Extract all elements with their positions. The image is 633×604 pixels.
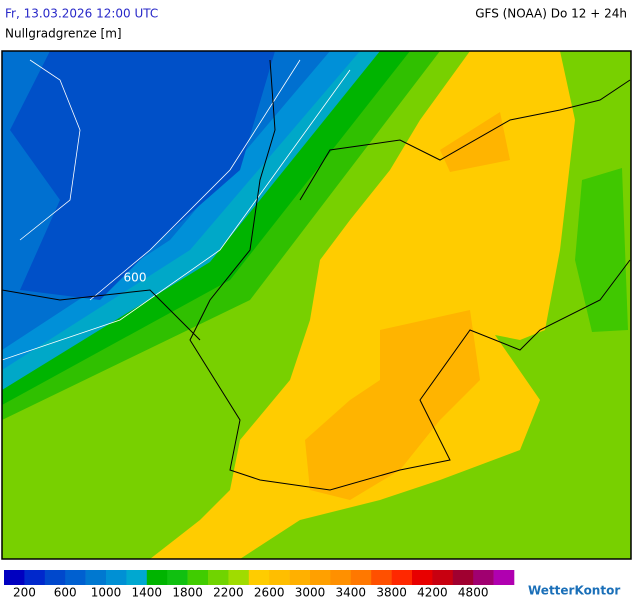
colorbar-swatch xyxy=(473,570,494,585)
colorbar: 200 600 1000 1400 1800 2200 2600 3000 3400 3800 42… xyxy=(4,570,515,600)
colorbar-swatch xyxy=(330,570,352,585)
colorbar-swatch xyxy=(167,570,188,585)
colorbar-swatch xyxy=(310,570,331,585)
map-frame xyxy=(1,50,632,560)
brand: WetterKontor xyxy=(528,584,620,598)
contour-label: 600 xyxy=(124,271,147,285)
colorbar-swatch xyxy=(452,570,474,585)
colorbar-label: 2200 xyxy=(213,586,244,600)
colorbar-swatch xyxy=(4,570,25,585)
colorbar-label: 4200 xyxy=(417,586,448,600)
colorbar-swatch xyxy=(432,570,454,585)
colorbar-swatch xyxy=(44,570,66,585)
colorbar-swatch xyxy=(228,570,250,585)
colorbar-label: 1400 xyxy=(132,586,163,600)
colorbar-swatch xyxy=(248,570,270,585)
colorbar-label: 2600 xyxy=(254,586,285,600)
colorbar-swatch xyxy=(106,570,127,585)
colorbar-label: 3800 xyxy=(376,586,407,600)
colorbar-swatch xyxy=(289,570,311,585)
colorbar-swatch xyxy=(269,570,290,585)
colorbar-swatch xyxy=(65,570,86,585)
colorbar-label: 200 xyxy=(13,586,36,600)
colorbar-label: 1000 xyxy=(91,586,122,600)
colorbar-swatch xyxy=(391,570,413,585)
colorbar-label: 1800 xyxy=(172,586,203,600)
colorbar-swatch xyxy=(208,570,229,585)
colorbar-swatch xyxy=(493,570,515,585)
colorbar-label: 3400 xyxy=(336,586,367,600)
colorbar-swatch xyxy=(24,570,46,585)
colorbar-swatch xyxy=(350,570,372,585)
colorbar-label: 3000 xyxy=(295,586,326,600)
colorbar-label: 4800 xyxy=(458,586,489,600)
datetime: Fr, 13.03.2026 12:00 UTC xyxy=(5,7,158,21)
model-run: GFS (NOAA) Do 12 + 24h xyxy=(475,7,627,21)
colorbar-swatch xyxy=(187,570,209,585)
parameter: Nullgradgrenze [m] xyxy=(5,27,122,41)
colorbar-swatch xyxy=(146,570,168,585)
colorbar-swatch xyxy=(126,570,148,585)
map: 600 xyxy=(2,51,631,559)
colorbar-swatch xyxy=(371,570,392,585)
colorbar-swatch xyxy=(85,570,107,585)
colorbar-label: 600 xyxy=(54,586,77,600)
colorbar-swatch xyxy=(412,570,433,585)
